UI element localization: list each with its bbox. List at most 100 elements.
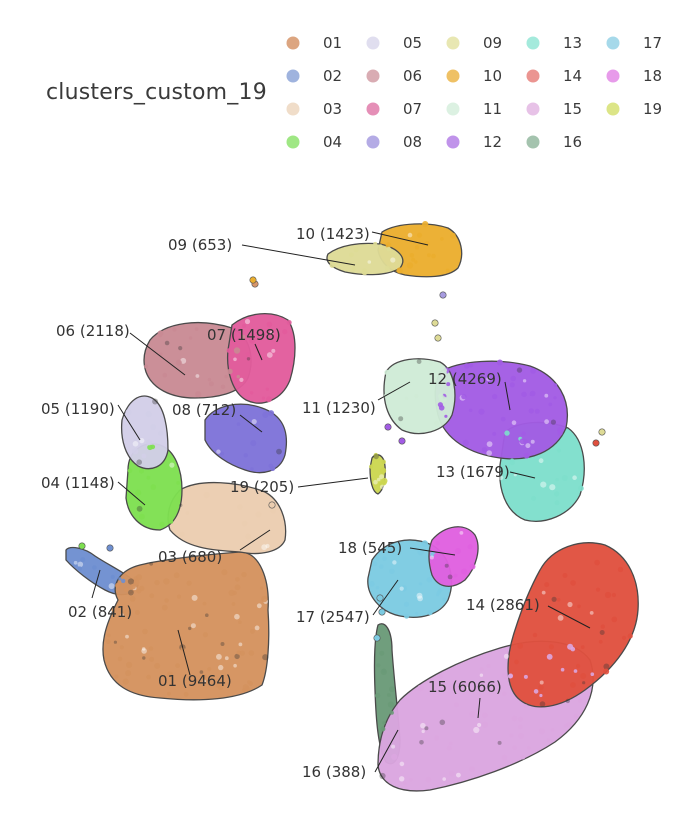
point-17: [388, 548, 393, 554]
point-06: [227, 368, 233, 375]
point-01: [142, 628, 148, 635]
scatter-points: [72, 221, 633, 785]
legend-label-12: 12: [483, 133, 502, 151]
point-01: [202, 632, 208, 638]
point-11: [384, 369, 390, 376]
point-15: [391, 753, 398, 761]
point-18: [435, 541, 440, 546]
point-14: [538, 684, 544, 691]
point-15: [456, 772, 461, 778]
legend-label-01: 01: [323, 34, 342, 52]
point-16: [379, 650, 385, 656]
point-12: [492, 393, 498, 400]
point-12: [509, 382, 515, 388]
point-01: [119, 645, 124, 650]
point-10: [416, 232, 423, 238]
point-12: [534, 408, 540, 414]
point-12: [444, 414, 448, 418]
legend-label-10: 10: [483, 67, 502, 85]
point-15: [442, 777, 447, 781]
point-06: [240, 334, 246, 340]
point-01: [202, 679, 206, 683]
legend-label-19: 19: [643, 100, 662, 118]
point-01: [250, 629, 255, 634]
point-01: [123, 587, 129, 593]
point-15: [465, 686, 469, 690]
point-14: [551, 596, 557, 602]
point-05: [133, 438, 137, 442]
point-01: [254, 625, 260, 631]
point-11: [414, 394, 419, 399]
point-12: [486, 441, 493, 447]
point-12: [468, 408, 473, 413]
legend-label-09: 09: [483, 34, 502, 52]
point-14: [594, 559, 600, 566]
point-18: [455, 548, 461, 554]
point-15: [434, 735, 440, 741]
legend-swatch-17: [606, 36, 620, 50]
point-06: [233, 357, 237, 362]
legend-label-14: 14: [563, 67, 582, 85]
point-15: [421, 729, 425, 734]
point-14: [562, 573, 568, 578]
point-08: [243, 453, 248, 458]
point-15: [448, 741, 453, 746]
legend-swatch-01: [286, 36, 300, 50]
point-02: [73, 560, 78, 565]
cluster-labels: 01 (9464) 02 (841) 03 (680) 04 (1148) 05 (11…: [41, 225, 591, 781]
point-15: [482, 712, 488, 719]
point-12: [486, 450, 493, 456]
legend-label-02: 02: [323, 67, 342, 85]
point-17: [437, 588, 443, 593]
point-01: [122, 678, 129, 685]
point-18: [444, 563, 449, 568]
point-03: [179, 531, 185, 537]
point-16: [376, 663, 381, 668]
point-01: [125, 670, 132, 677]
point-13: [540, 481, 547, 488]
point-12: [544, 419, 549, 425]
point-01: [133, 579, 140, 586]
point-12: [463, 363, 470, 369]
point-15: [403, 781, 407, 785]
point-04: [159, 521, 165, 528]
point-12: [446, 382, 451, 387]
point-17: [399, 586, 404, 591]
point-01: [141, 647, 146, 651]
point-02: [80, 557, 86, 563]
outlier-point: [376, 594, 384, 602]
point-06: [162, 372, 168, 378]
point-06: [233, 347, 241, 354]
point-17: [403, 601, 410, 608]
point-01: [148, 646, 154, 651]
point-15: [518, 716, 523, 722]
point-12: [481, 447, 488, 453]
point-07: [266, 352, 273, 358]
point-10: [440, 237, 444, 241]
cluster-label-12: 12 (4269): [428, 370, 502, 388]
point-10: [445, 268, 450, 273]
point-16: [380, 726, 386, 732]
point-09: [329, 262, 335, 268]
point-13: [504, 430, 510, 436]
point-19: [373, 453, 379, 460]
point-08: [251, 419, 257, 425]
leader-line-15: [477, 697, 481, 719]
point-17: [392, 560, 397, 565]
cluster-label-18: 18 (545): [338, 539, 402, 557]
point-07: [245, 352, 250, 357]
point-14: [580, 673, 587, 679]
point-19: [379, 474, 385, 480]
point-15: [538, 728, 545, 735]
point-08: [250, 467, 254, 471]
point-11: [442, 367, 448, 373]
outlier-point: [592, 439, 600, 447]
point-15: [539, 701, 546, 707]
point-01: [173, 572, 180, 579]
point-02: [108, 583, 115, 590]
point-15: [523, 674, 528, 679]
point-04: [139, 468, 144, 474]
point-09: [351, 266, 356, 271]
point-01: [142, 656, 146, 660]
point-02: [118, 577, 122, 581]
